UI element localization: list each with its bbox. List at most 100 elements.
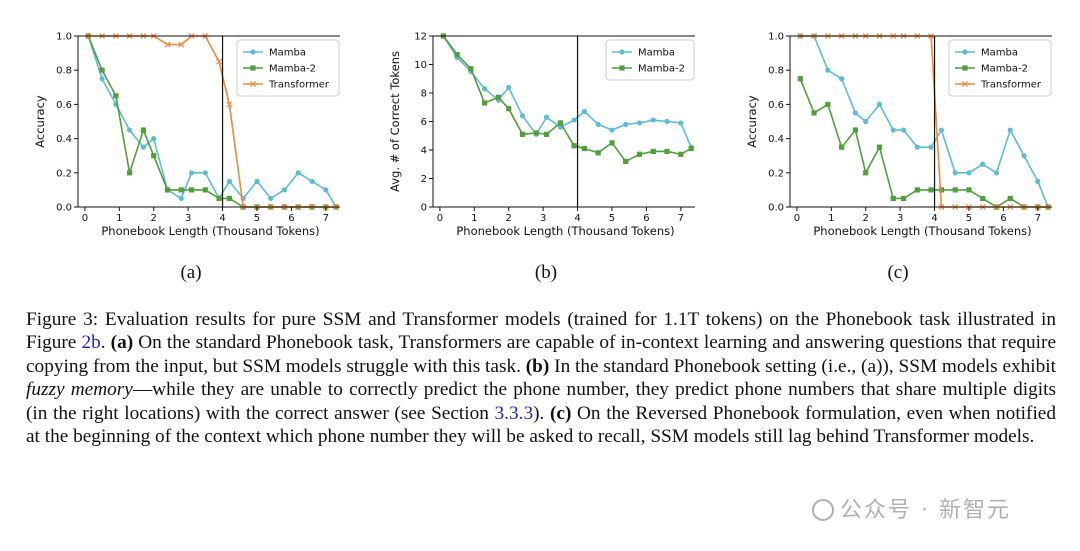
point-mamba-8: [900, 127, 907, 133]
section-3-3-3-link[interactable]: 3.3.3: [494, 402, 534, 424]
legend-label-mamba: Mamba: [981, 48, 1018, 59]
point-mamba-15: [636, 120, 643, 126]
point-mamba-2-9: [557, 120, 563, 126]
legend-marker-mamba-2: [962, 65, 968, 71]
point-mamba-8: [188, 170, 195, 176]
point-mamba-10: [571, 117, 577, 123]
point-mamba-2-5: [863, 170, 869, 176]
legend-label-transformer: Transformer: [980, 80, 1042, 91]
point-mamba-8: [543, 114, 550, 120]
point-mamba-2-10: [928, 187, 934, 193]
x-tick-label-3: 3: [897, 213, 903, 224]
caption-label-c: (c): [549, 402, 572, 424]
y-tick-label-2: 0.4: [768, 134, 784, 145]
legend-marker-mamba: [962, 49, 968, 55]
caption-label-a: (a): [110, 332, 134, 354]
sublabel-b: (b): [534, 262, 558, 283]
caption-label-b: (b): [525, 355, 550, 377]
point-mamba-2-13: [966, 187, 972, 193]
x-tick-label-6: 6: [288, 213, 294, 224]
point-mamba-9: [202, 170, 208, 176]
x-tick-label-0: 0: [437, 213, 443, 224]
y-tick-label-2: 4: [421, 146, 427, 157]
x-tick-label-0: 0: [794, 213, 800, 224]
point-mamba-6: [876, 101, 883, 107]
x-tick-label-1: 1: [471, 213, 477, 224]
point-transformer-11: [226, 101, 233, 108]
point-mamba-2-2: [825, 101, 831, 107]
point-mamba-18: [678, 120, 684, 126]
y-tick-label-0: 0.0: [768, 203, 784, 214]
legend-marker-transformer: [249, 80, 257, 88]
x-tick-label-0: 0: [82, 213, 88, 224]
x-tick-label-5: 5: [254, 213, 260, 224]
y-tick-label-4: 0.8: [768, 66, 784, 77]
chart-c-svg: 0 1 2 3 4 5 6 7 0.0 0.2 0.4 0.6 0.8 1.0 Phonebook Leng…: [745, 32, 1052, 238]
plot-frame: [789, 35, 1052, 208]
figure-caption: Figure 3: Evaluation results for pure SS…: [26, 308, 1056, 448]
y-axis-label: Accuracy: [745, 95, 759, 148]
y-tick-label-0: 0.0: [56, 203, 72, 214]
point-mamba-5: [506, 84, 512, 90]
point-mamba-2-3: [127, 170, 133, 176]
x-tick-label-5: 5: [966, 213, 972, 224]
x-tick-label-2: 2: [506, 213, 512, 224]
y-axis-label: Accuracy: [33, 95, 47, 148]
point-mamba-1: [99, 76, 105, 82]
point-mamba-2-8: [900, 195, 907, 202]
point-mamba-2-7: [890, 195, 896, 202]
point-mamba-2-13: [609, 140, 615, 146]
caption-text-6: ).: [533, 402, 550, 424]
point-mamba-7: [178, 195, 184, 202]
legend-marker-transformer: [961, 80, 969, 88]
caption-text-2: .: [100, 332, 111, 354]
x-axis-label: Phonebook Length (Thousand Tokens): [456, 224, 674, 238]
point-mamba-2-9: [914, 187, 920, 193]
point-mamba-10: [928, 144, 934, 150]
point-mamba-2-6: [519, 131, 526, 137]
y-tick-label-3: 0.6: [768, 100, 784, 111]
y-tick-label-4: 0.8: [56, 66, 72, 77]
caption-text-4: In the standard Phonebook setting (i.e.,…: [549, 355, 1056, 377]
series-line-mamba: [800, 35, 1049, 208]
point-mamba-2-3: [482, 100, 488, 106]
point-mamba-16: [1007, 127, 1013, 133]
point-mamba-2-11: [938, 187, 945, 193]
point-mamba-13: [966, 170, 972, 176]
caption-fuzzy-memory: fuzzy memory: [26, 379, 133, 401]
point-mamba-2-6: [164, 187, 171, 193]
point-mamba-2-4: [495, 94, 501, 100]
legend-marker-mamba-2: [619, 65, 625, 71]
y-tick-label-5: 1.0: [56, 32, 72, 43]
point-transformer-6: [164, 41, 171, 48]
point-mamba-2-16: [650, 148, 656, 155]
point-mamba-2-4: [140, 127, 146, 133]
point-mamba-2-1: [99, 67, 105, 73]
y-tick-label-0: 0: [421, 203, 427, 214]
x-tick-label-7: 7: [678, 213, 684, 224]
legend-marker-mamba: [250, 49, 256, 55]
x-tick-label-2: 2: [863, 213, 869, 224]
legend-marker-mamba-2: [250, 65, 256, 71]
y-tick-label-6: 12: [414, 32, 427, 43]
x-axis-label: Phonebook Length (Thousand Tokens): [813, 224, 1031, 238]
legend-label-mamba: Mamba: [638, 48, 675, 59]
watermark: 公众号 · 新智元: [812, 492, 1011, 524]
point-mamba-15: [281, 187, 288, 193]
caption-text-1: Evaluation results for pure SSM and Tran…: [26, 309, 1056, 354]
point-mamba-17: [1021, 153, 1027, 159]
point-mamba-17: [309, 178, 315, 184]
y-axis-label: Avg. # of Correct Tokens: [388, 51, 402, 192]
figure-2b-link[interactable]: 2b: [81, 332, 101, 354]
point-mamba-2-19: [688, 145, 694, 152]
point-mamba-2-2: [113, 93, 119, 99]
wechat-icon: [812, 499, 834, 521]
point-mamba-2-14: [980, 195, 986, 202]
legend-label-mamba-2: Mamba-2: [638, 64, 685, 75]
point-mamba-2-3: [839, 144, 845, 150]
x-tick-label-6: 6: [643, 213, 649, 224]
point-mamba-14: [623, 121, 629, 127]
point-mamba-2-7: [178, 187, 184, 193]
y-tick-label-5: 1.0: [768, 32, 784, 43]
